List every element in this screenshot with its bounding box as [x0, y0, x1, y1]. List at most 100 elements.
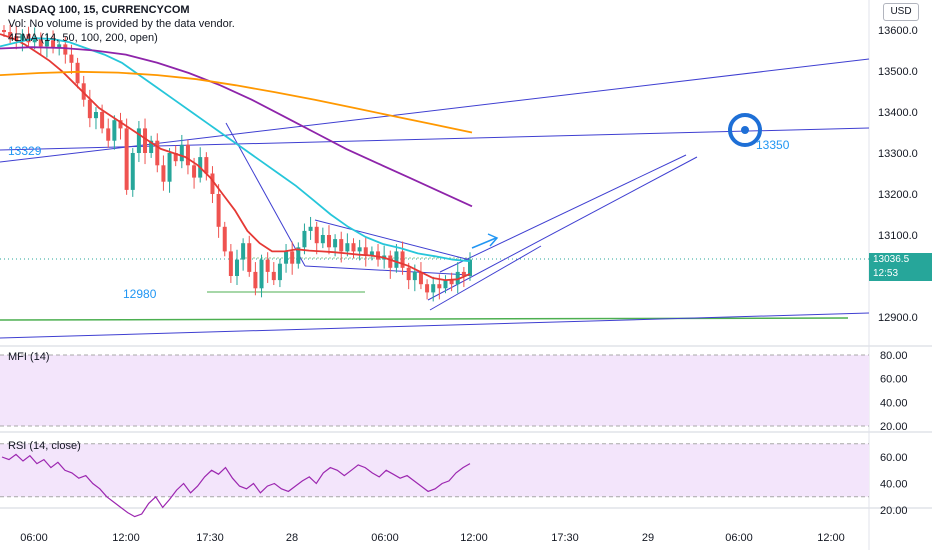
- mfi-legend[interactable]: MFI (14): [8, 351, 50, 363]
- time-tick-label: 12:00: [817, 532, 845, 544]
- price-tick-label: 13400.0: [878, 107, 918, 119]
- candle-body: [437, 284, 442, 289]
- time-tick-label: 17:30: [551, 532, 579, 544]
- candle-body: [277, 263, 282, 281]
- rsi-tick-label: 60.00: [880, 452, 908, 464]
- candle-body: [2, 30, 6, 33]
- time-tick-label: 12:00: [112, 532, 140, 544]
- ema-line: [0, 37, 471, 263]
- candle-body: [443, 280, 448, 289]
- mfi-tick-label: 80.00: [880, 350, 908, 362]
- candle-body: [20, 34, 25, 41]
- candle-body: [235, 259, 239, 276]
- time-tick-label: 17:30: [196, 532, 224, 544]
- candle-body: [253, 271, 258, 289]
- candle-body: [192, 165, 197, 178]
- candle-body: [228, 251, 233, 276]
- candle-body: [8, 32, 13, 37]
- time-tick-label: 06:00: [371, 532, 399, 544]
- mfi-tick-label: 60.00: [880, 374, 908, 386]
- candle-body: [26, 34, 31, 43]
- trend-line: [314, 219, 471, 261]
- candle-body: [216, 194, 221, 227]
- mfi-tick-label: 20.00: [880, 421, 908, 433]
- candle-body: [143, 128, 148, 153]
- candle-body: [149, 140, 154, 153]
- time-tick-label: 29: [642, 532, 654, 544]
- candle-body: [38, 37, 43, 47]
- trend-line: [427, 156, 698, 301]
- mfi-band: [0, 355, 869, 426]
- rsi-legend[interactable]: RSI (14, close): [8, 440, 81, 452]
- candle-body: [75, 62, 80, 84]
- candle-body: [455, 271, 460, 285]
- candle-body: [394, 251, 399, 268]
- candle-body: [296, 247, 301, 264]
- candle-body: [57, 44, 62, 49]
- candle-body: [63, 44, 68, 55]
- candle-body: [363, 247, 368, 256]
- candle-body: [93, 112, 98, 119]
- mfi-tick-label: 40.00: [880, 397, 908, 409]
- candle-body: [241, 243, 246, 260]
- candle-body: [326, 235, 331, 248]
- price-tick-label: 13100.0: [878, 230, 918, 242]
- ema-line: [0, 46, 473, 208]
- candle-body: [431, 284, 436, 293]
- projection-arrow: [471, 237, 497, 249]
- candle-body: [314, 226, 319, 244]
- ema-line: [0, 33, 471, 282]
- volume-note: Vol: No volume is provided by the data v…: [8, 18, 235, 30]
- candle-body: [290, 251, 295, 264]
- candle-body: [461, 271, 466, 276]
- candle-body: [130, 153, 135, 190]
- candle-body: [339, 239, 344, 252]
- trend-line: [429, 245, 542, 311]
- candle-body: [14, 36, 19, 41]
- candle-body: [400, 251, 405, 268]
- candle-body: [320, 235, 325, 244]
- indicator-legend[interactable]: 4EMA (14, 50, 100, 200, open): [8, 32, 158, 44]
- candle-body: [265, 259, 270, 272]
- target-marker-dot: [741, 126, 749, 134]
- rsi-band: [0, 443, 869, 497]
- candle-body: [222, 226, 227, 252]
- level-label-left: 13329: [8, 144, 42, 158]
- rsi-tick-label: 20.00: [880, 505, 908, 517]
- price-tick-label: 13300.0: [878, 148, 918, 160]
- time-tick-label: 12:00: [460, 532, 488, 544]
- trend-line: [439, 154, 687, 273]
- candle-body: [351, 243, 356, 252]
- trend-line: [0, 58, 870, 163]
- candle-body: [259, 259, 264, 289]
- price-tick-label: 13600.0: [878, 25, 918, 37]
- candle-body: [302, 230, 307, 248]
- candle-body: [210, 173, 215, 194]
- ema-line: [0, 70, 473, 134]
- level-label-support: 12980: [123, 287, 157, 301]
- trend-line: [0, 312, 870, 339]
- candle-body: [32, 37, 37, 43]
- candle-body: [185, 144, 190, 166]
- rsi-tick-label: 40.00: [880, 479, 908, 491]
- time-tick-label: 06:00: [20, 532, 48, 544]
- price-tick-label: 12900.0: [878, 312, 918, 324]
- candle-body: [161, 165, 166, 182]
- trend-line: [304, 265, 471, 276]
- rsi-line: [1, 453, 471, 518]
- candle-body: [425, 284, 430, 293]
- price-tick-label: 13500.0: [878, 66, 918, 78]
- candle-body: [345, 243, 350, 252]
- candle-body: [388, 255, 393, 268]
- candle-body: [271, 271, 276, 281]
- candle-body: [44, 40, 49, 47]
- time-tick-label: 28: [286, 532, 298, 544]
- candle-body: [155, 140, 160, 166]
- time-tick-label: 06:00: [725, 532, 753, 544]
- candle-body: [167, 153, 172, 182]
- candle-body: [100, 112, 105, 129]
- currency-button[interactable]: USD: [883, 3, 919, 21]
- chart-title: NASDAQ 100, 15, CURRENCYCOM: [8, 4, 190, 16]
- candle-body: [69, 54, 74, 63]
